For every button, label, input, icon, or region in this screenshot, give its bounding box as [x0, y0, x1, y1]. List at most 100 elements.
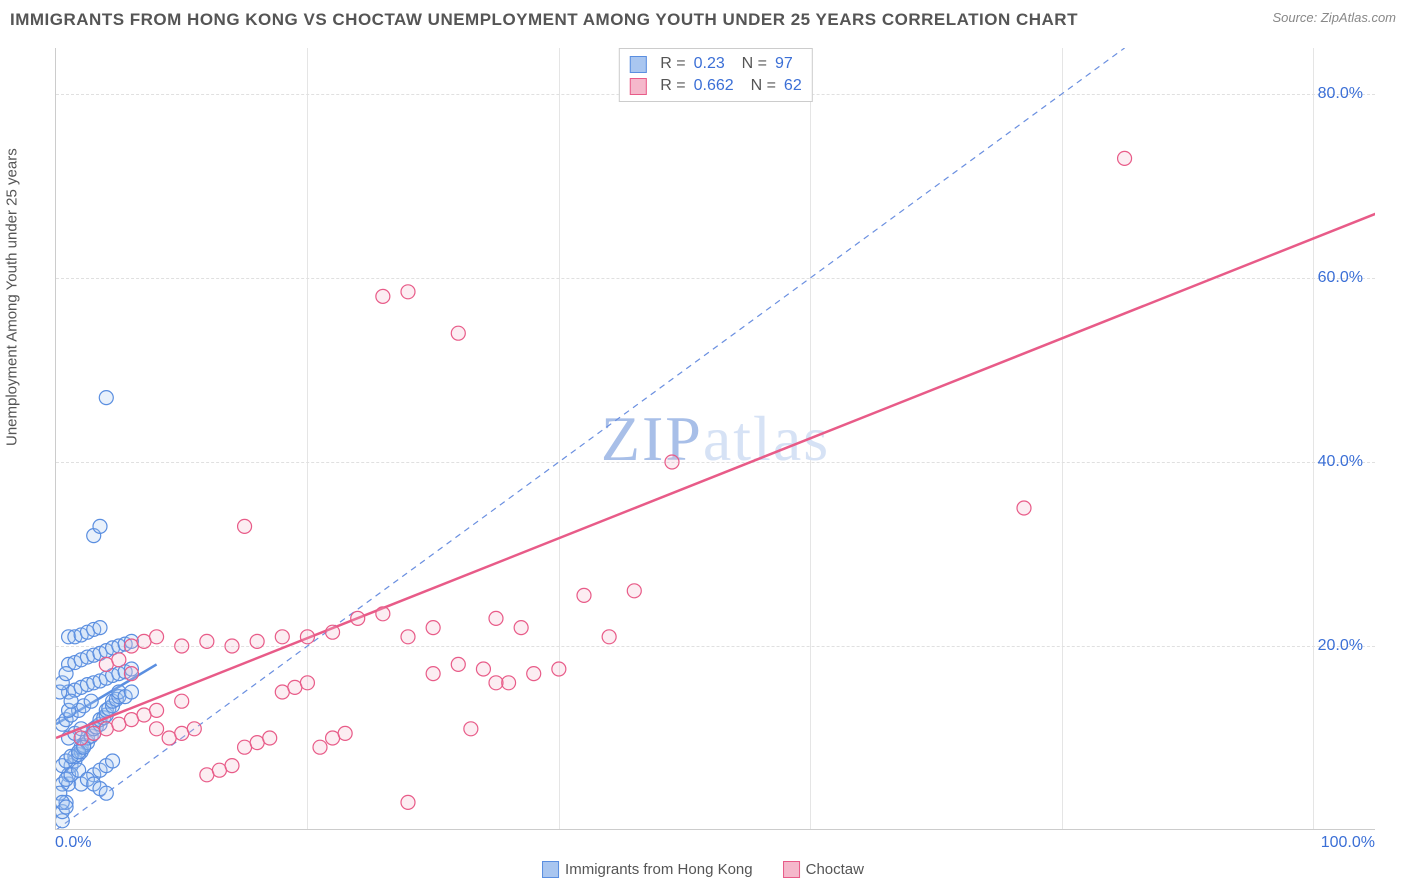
data-point: [514, 621, 528, 635]
legend-label-choctaw: Choctaw: [806, 861, 864, 878]
chart-svg: [56, 48, 1375, 830]
swatch-choctaw-icon: [783, 861, 800, 878]
swatch-choctaw: [629, 78, 646, 95]
data-point: [338, 726, 352, 740]
data-point: [326, 625, 340, 639]
data-point: [175, 694, 189, 708]
legend-item-hk: Immigrants from Hong Kong: [542, 861, 753, 878]
data-point: [376, 289, 390, 303]
data-point: [238, 740, 252, 754]
source-attribution: Source: ZipAtlas.com: [1272, 10, 1396, 25]
data-point: [1118, 151, 1132, 165]
header: IMMIGRANTS FROM HONG KONG VS CHOCTAW UNE…: [10, 10, 1396, 30]
data-point: [426, 621, 440, 635]
data-point: [93, 621, 107, 635]
data-point: [124, 639, 138, 653]
x-tick-label: 0.0%: [55, 834, 91, 852]
data-point: [124, 685, 138, 699]
chart-title: IMMIGRANTS FROM HONG KONG VS CHOCTAW UNE…: [10, 10, 1396, 30]
correlation-legend: R = 0.23 N = 97 R = 0.662 N = 62: [618, 48, 812, 102]
data-point: [238, 519, 252, 533]
corr-row-hk: R = 0.23 N = 97: [629, 53, 801, 75]
data-point: [175, 639, 189, 653]
data-point: [99, 657, 113, 671]
data-point: [212, 763, 226, 777]
data-point: [300, 676, 314, 690]
data-point: [187, 722, 201, 736]
data-point: [200, 768, 214, 782]
data-point: [577, 588, 591, 602]
data-point: [225, 639, 239, 653]
data-point: [150, 630, 164, 644]
r-value-hk: 0.23: [694, 53, 725, 75]
data-point: [112, 717, 126, 731]
data-point: [137, 708, 151, 722]
data-point: [74, 731, 88, 745]
data-point: [401, 285, 415, 299]
x-axis-legend: Immigrants from Hong Kong Choctaw: [542, 861, 864, 878]
x-tick-label: 100.0%: [1321, 834, 1375, 852]
y-tick-label: 60.0%: [1318, 269, 1363, 287]
data-point: [250, 634, 264, 648]
plot-wrapper: ZIPatlas R = 0.23 N = 97 R = 0.662 N = 6…: [55, 48, 1375, 830]
data-point: [124, 667, 138, 681]
n-value-choctaw: 62: [784, 75, 802, 97]
data-point: [326, 731, 340, 745]
data-point: [300, 630, 314, 644]
data-point: [99, 722, 113, 736]
data-point: [175, 726, 189, 740]
data-point: [476, 662, 490, 676]
swatch-hk-icon: [542, 861, 559, 878]
data-point: [59, 800, 73, 814]
data-point: [451, 326, 465, 340]
data-point: [263, 731, 277, 745]
data-point: [527, 667, 541, 681]
data-point: [112, 653, 126, 667]
data-point: [288, 680, 302, 694]
data-point: [275, 630, 289, 644]
y-tick-label: 80.0%: [1318, 85, 1363, 103]
data-point: [250, 736, 264, 750]
data-point: [84, 694, 98, 708]
data-point: [665, 455, 679, 469]
data-point: [313, 740, 327, 754]
data-point: [376, 607, 390, 621]
data-point: [426, 667, 440, 681]
data-point: [225, 759, 239, 773]
data-point: [502, 676, 516, 690]
data-point: [401, 795, 415, 809]
data-point: [489, 676, 503, 690]
data-point: [137, 634, 151, 648]
data-point: [401, 630, 415, 644]
data-point: [99, 391, 113, 405]
data-point: [489, 611, 503, 625]
data-point: [275, 685, 289, 699]
data-point: [1017, 501, 1031, 515]
data-point: [106, 754, 120, 768]
data-point: [64, 694, 78, 708]
data-point: [552, 662, 566, 676]
data-point: [124, 713, 138, 727]
data-point: [93, 519, 107, 533]
data-point: [150, 722, 164, 736]
data-point: [351, 611, 365, 625]
corr-row-choctaw: R = 0.662 N = 62: [629, 75, 801, 97]
swatch-hk: [629, 56, 646, 73]
data-point: [200, 634, 214, 648]
data-point: [451, 657, 465, 671]
y-tick-label: 40.0%: [1318, 453, 1363, 471]
legend-label-hk: Immigrants from Hong Kong: [565, 861, 753, 878]
data-point: [162, 731, 176, 745]
y-axis-label: Unemployment Among Youth under 25 years: [4, 148, 21, 446]
data-point: [87, 726, 101, 740]
r-value-choctaw: 0.662: [694, 75, 734, 97]
data-point: [627, 584, 641, 598]
data-point: [464, 722, 478, 736]
data-point: [602, 630, 616, 644]
data-point: [150, 703, 164, 717]
data-point: [59, 667, 73, 681]
data-point: [99, 786, 113, 800]
y-tick-label: 20.0%: [1318, 637, 1363, 655]
n-value-hk: 97: [775, 53, 793, 75]
legend-item-choctaw: Choctaw: [783, 861, 864, 878]
